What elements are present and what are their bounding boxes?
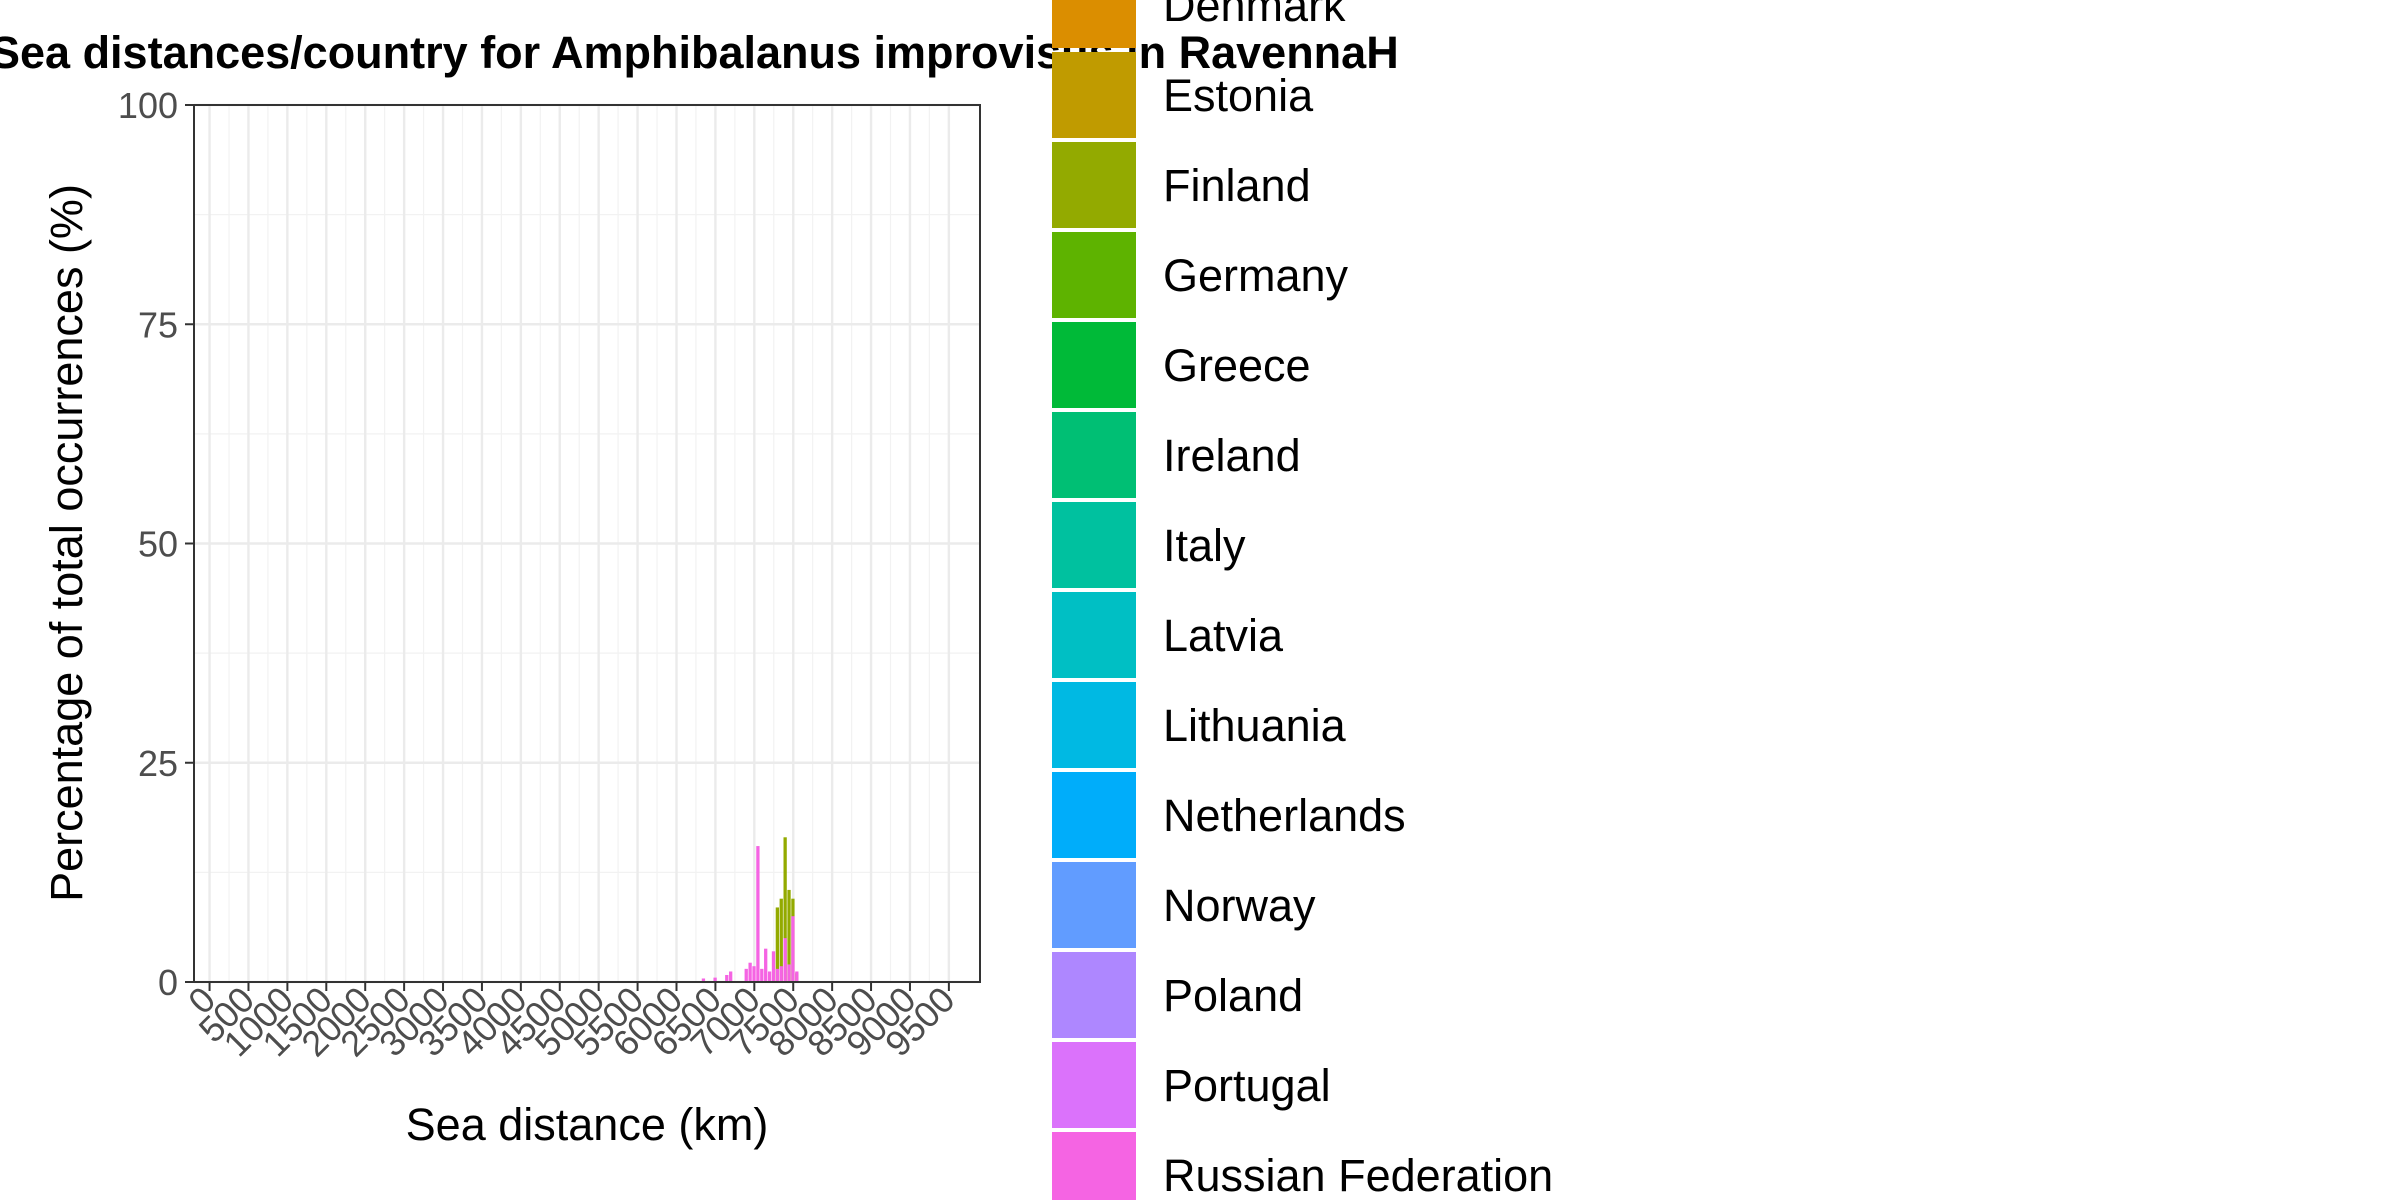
bar-russian-federation [744,968,748,982]
bar-russian-federation [748,962,752,982]
legend-label-russian-federation: Russian Federation [1163,1150,1553,1200]
legend-label-netherlands: Netherlands [1163,790,1406,841]
legend-label-finland: Finland [1163,160,1311,211]
legend-label-germany: Germany [1163,250,1349,301]
axes: 0255075100050010001500200025003000350040… [118,85,963,1064]
y-tick-label: 0 [158,962,178,1003]
legend-swatch-estonia [1052,52,1136,138]
legend-swatch-poland [1052,952,1136,1038]
y-tick-label: 25 [138,743,178,784]
legend-swatch-norway [1052,862,1136,948]
bars [701,837,799,982]
bar-russian-federation [779,966,783,982]
bar-russian-federation [713,977,717,982]
legend-label-greece: Greece [1163,340,1311,391]
bar-russian-federation [783,938,787,982]
bar-russian-federation [725,974,729,982]
legend-label-lithuania: Lithuania [1163,700,1347,751]
legend-label-portugal: Portugal [1163,1060,1331,1111]
legend-swatch-italy [1052,502,1136,588]
legend-swatch-denmark [1052,0,1136,48]
bar-finland [783,837,787,982]
x-axis-title: Sea distance (km) [406,1099,769,1150]
legend-label-italy: Italy [1163,520,1246,571]
chart-title: Sea distances/country for Amphibalanus i… [0,27,1399,78]
legend-swatch-germany [1052,232,1136,318]
bar-russian-federation [775,968,780,982]
legend-label-ireland: Ireland [1163,430,1301,481]
bar-russian-federation [752,966,756,982]
bar-russian-federation [764,948,768,982]
legend-swatch-russian-federation [1052,1132,1136,1200]
bar-finland [775,907,780,982]
bar-russian-federation [791,916,795,982]
legend-swatch-ireland [1052,412,1136,498]
legend-swatch-latvia [1052,592,1136,678]
bar-russian-federation [701,978,706,982]
legend-label-poland: Poland [1163,970,1303,1021]
bar-russian-federation [795,971,799,982]
y-tick-label: 75 [138,304,178,345]
legend-swatch-portugal [1052,1042,1136,1128]
bar-finland [779,898,783,982]
y-tick-label: 100 [118,85,178,126]
bar-russian-federation [756,846,760,982]
legend-label-norway: Norway [1163,880,1316,931]
legend-swatch-lithuania [1052,682,1136,768]
legend-swatch-netherlands [1052,772,1136,858]
bar-russian-federation [771,951,776,982]
grid-lines [194,103,980,984]
bar-russian-federation [767,971,772,982]
legend-label-denmark: Denmark [1163,0,1346,31]
legend-swatch-greece [1052,322,1136,408]
legend-label-latvia: Latvia [1163,610,1284,661]
legend: Denmark Estonia Finland Germany Greece Irelan… [1052,0,1553,1200]
bar-russian-federation [760,968,764,982]
y-axis-title: Percentage of total occurrences (%) [41,184,92,902]
bar-russian-federation [787,964,791,982]
bar-finland [787,889,791,982]
y-tick-label: 50 [138,524,178,565]
legend-label-estonia: Estonia [1163,70,1314,121]
bar-russian-federation [729,971,733,982]
legend-swatch-finland [1052,142,1136,228]
